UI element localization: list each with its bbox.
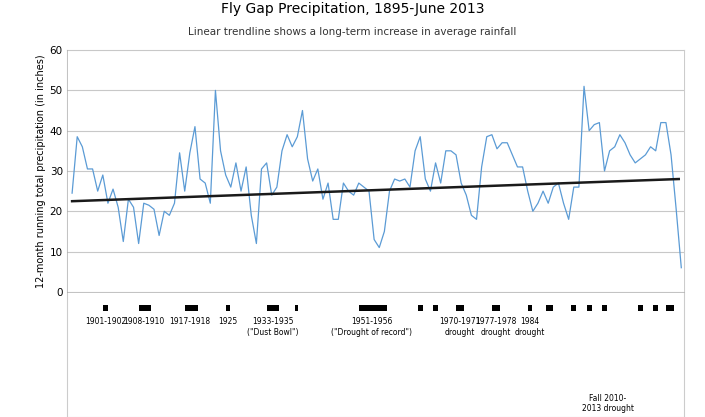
Text: 1901-1902: 1901-1902 [85,317,126,326]
Text: 1908-1910: 1908-1910 [123,317,164,326]
Bar [587,304,591,311]
Text: 1951-1956
("Drought of record"): 1951-1956 ("Drought of record") [331,317,412,337]
Bar [571,304,577,311]
Y-axis label: 12-month running total precipitation (in inches): 12-month running total precipitation (in… [35,54,46,288]
Bar [602,304,607,311]
Bar [492,304,500,311]
Text: 1970-1971
drought: 1970-1971 drought [439,317,481,337]
Bar [456,304,464,311]
Text: 1984
drought: 1984 drought [515,317,545,337]
Text: Fall 2010-
2013 drought: Fall 2010- 2013 drought [582,394,634,414]
Text: 1977-1978
drought: 1977-1978 drought [475,317,517,337]
Text: 1933-1935
("Dust Bowl"): 1933-1935 ("Dust Bowl") [247,317,298,337]
Text: 1925: 1925 [218,317,238,326]
Text: Fly Gap Precipitation, 1895-June 2013: Fly Gap Precipitation, 1895-June 2013 [221,2,484,16]
Bar [185,304,197,311]
Text: 1917-1918: 1917-1918 [169,317,210,326]
Bar [528,304,532,311]
Bar [666,304,673,311]
Bar [433,304,438,311]
Bar [266,304,279,311]
Bar [546,304,553,311]
Text: Linear trendline shows a long-term increase in average rainfall: Linear trendline shows a long-term incre… [188,27,517,37]
Bar [226,304,230,311]
Bar [638,304,643,311]
Bar [139,304,152,311]
Bar [359,304,387,311]
Bar [103,304,108,311]
Bar [417,304,423,311]
Bar [653,304,658,311]
Bar [295,304,298,311]
